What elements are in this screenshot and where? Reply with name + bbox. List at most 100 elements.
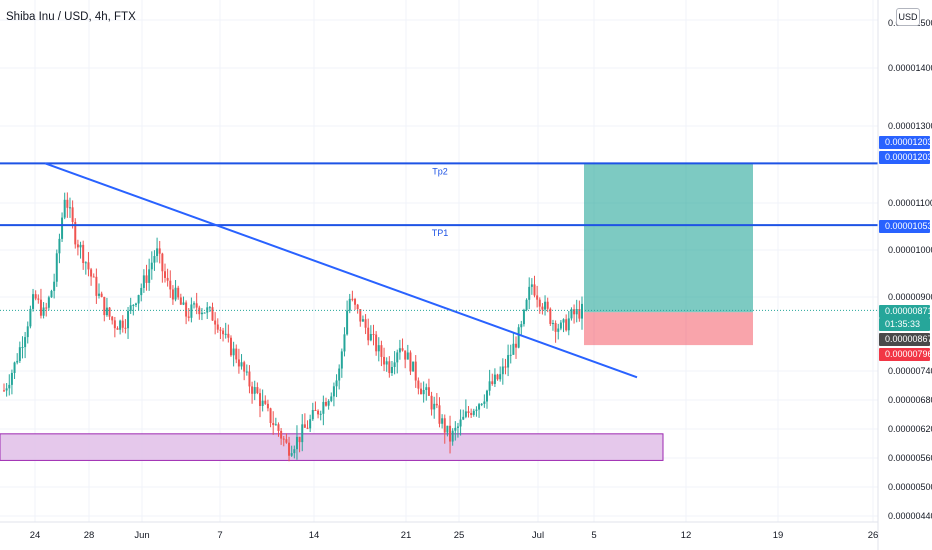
- candle-body: [446, 425, 449, 433]
- candle-body: [303, 424, 306, 428]
- candle-body: [433, 403, 436, 410]
- candle-body: [530, 284, 533, 287]
- candle-body: [71, 207, 74, 222]
- candle-body: [295, 436, 298, 450]
- candle-body: [554, 323, 557, 332]
- candle-body: [288, 442, 291, 456]
- candle-body: [61, 217, 64, 239]
- candle-body: [211, 307, 214, 321]
- candle-body: [575, 309, 578, 315]
- zone-layer: [0, 163, 753, 461]
- candle-body: [79, 244, 82, 248]
- candle-body: [82, 244, 85, 264]
- x-tick-label: 28: [84, 530, 95, 541]
- candle-body: [127, 310, 130, 329]
- candle-body: [248, 371, 251, 387]
- y-tick-label: 0.00000680: [888, 395, 932, 405]
- price-tag: [879, 305, 930, 318]
- candle-body: [354, 299, 357, 305]
- candle-body: [26, 326, 29, 338]
- price-tag-label: 0.00000796: [885, 349, 932, 359]
- candle-body: [449, 425, 452, 442]
- candle-body: [274, 424, 277, 426]
- price-tag: [879, 151, 930, 164]
- candle-body: [39, 299, 42, 316]
- candle-body: [369, 334, 372, 341]
- candle-body: [417, 380, 420, 389]
- candle-body: [269, 408, 272, 424]
- x-tick-label: Jul: [532, 530, 544, 541]
- long-position-profit: [584, 163, 753, 313]
- candle-body: [237, 359, 240, 367]
- y-tick-label: 0.00001000: [888, 245, 932, 255]
- candle-body: [148, 269, 151, 283]
- candle-body: [195, 303, 198, 308]
- candle-body: [74, 221, 77, 245]
- candle-body: [509, 354, 512, 356]
- candle-body: [504, 366, 507, 368]
- y-tick-label: 0.00000620: [888, 424, 932, 434]
- candle-body: [459, 419, 462, 427]
- x-tick-label: Jun: [134, 530, 149, 541]
- candle-body: [565, 319, 568, 331]
- x-tick-label: 19: [773, 530, 784, 541]
- support-zone: [0, 433, 664, 461]
- candle-body: [187, 316, 190, 318]
- candle-body: [493, 374, 496, 385]
- candle-body: [390, 366, 393, 374]
- candle-body: [546, 301, 549, 309]
- candle-body: [100, 293, 103, 297]
- candle-body: [261, 400, 264, 406]
- y-tick-label: 0.00000900: [888, 292, 932, 302]
- x-tick-label: 26: [868, 530, 879, 541]
- candle-body: [282, 438, 285, 440]
- candle-body: [301, 424, 304, 443]
- candle-body: [150, 262, 153, 270]
- candle-body: [198, 307, 201, 315]
- candle-body: [177, 287, 180, 298]
- candle-body: [13, 362, 16, 373]
- x-tick-label: 25: [454, 530, 465, 541]
- candle-body: [224, 333, 227, 335]
- candle-body: [222, 330, 225, 335]
- candle-body: [507, 355, 510, 368]
- candle-body: [174, 287, 177, 300]
- candle-body: [277, 424, 280, 431]
- line-layer: Tp2 TP1: [0, 162, 878, 379]
- currency-button[interactable]: USD: [896, 8, 920, 26]
- candle-body: [243, 362, 246, 372]
- candle-body: [478, 404, 481, 410]
- candle-body: [324, 401, 327, 406]
- candle-body: [137, 295, 140, 304]
- price-tag: [879, 348, 930, 361]
- candle-body: [559, 322, 562, 329]
- candle-body: [111, 316, 114, 321]
- candle-body: [544, 301, 547, 310]
- candle-body: [68, 207, 71, 209]
- candle-body: [501, 366, 504, 375]
- candle-body: [132, 304, 135, 306]
- candle-body: [124, 327, 127, 329]
- candle-body: [549, 308, 552, 324]
- candle-body: [214, 320, 217, 325]
- candle-body: [383, 356, 386, 365]
- candle-body: [422, 389, 425, 395]
- candle-body: [398, 348, 401, 353]
- candle-body: [330, 396, 333, 401]
- price-tag: [879, 318, 930, 331]
- candle-body: [84, 262, 87, 264]
- candle-body: [322, 401, 325, 414]
- candle-body: [332, 386, 335, 397]
- candle-body: [216, 324, 219, 330]
- candle-body: [166, 277, 169, 281]
- candle-body: [454, 427, 457, 431]
- price-tag-label: 0.00001203: [885, 137, 932, 147]
- tag-layer: 0.00001203 0.00001203 0.00001053 0.00000871…: [879, 136, 932, 361]
- candle-body: [87, 262, 90, 270]
- candle-body: [119, 320, 122, 330]
- y-tick-label: 0.00001300: [888, 121, 932, 131]
- candle-body: [359, 309, 362, 322]
- candle-body: [456, 426, 459, 428]
